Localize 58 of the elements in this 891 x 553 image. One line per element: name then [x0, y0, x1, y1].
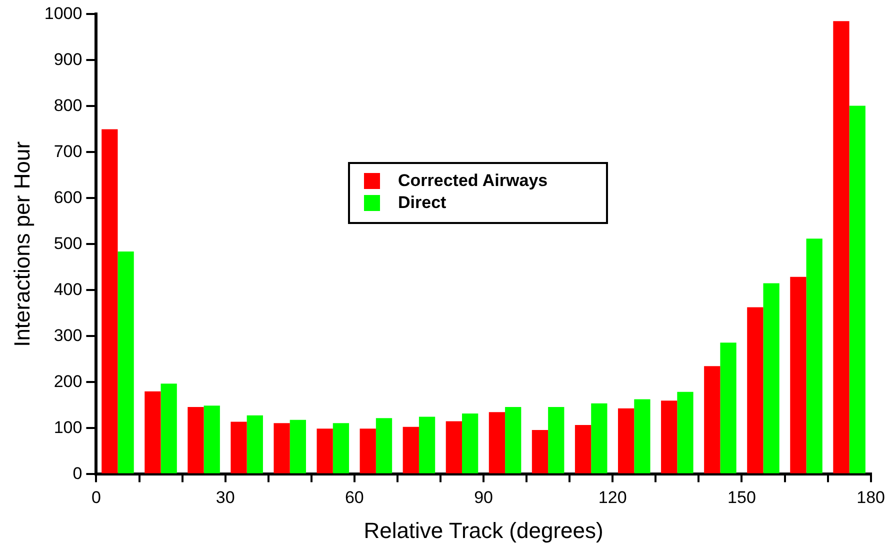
legend-label: Corrected Airways [398, 171, 548, 191]
bar [720, 342, 736, 474]
bar [747, 307, 764, 474]
bar [144, 391, 161, 474]
bar [160, 384, 177, 474]
bar [574, 424, 592, 474]
bar [402, 426, 419, 474]
bar [849, 106, 866, 474]
bar [462, 413, 478, 474]
x-tick-label: 60 [344, 488, 364, 508]
bar [677, 392, 694, 474]
bar [188, 407, 204, 474]
legend-label: Direct [398, 193, 446, 213]
y-tick-label: 100 [54, 418, 82, 437]
bar [230, 422, 247, 474]
bar [204, 406, 220, 474]
y-tick-label: 1000 [44, 4, 82, 23]
bar [704, 366, 720, 474]
x-tick-label: 0 [91, 488, 101, 508]
x-axis-title: Relative Track (degrees) [364, 518, 604, 543]
bar [833, 21, 850, 474]
bar [618, 408, 634, 474]
bar [790, 276, 806, 474]
bar [376, 418, 392, 474]
bar [591, 403, 608, 474]
y-tick-label: 700 [54, 142, 82, 161]
bar [661, 400, 678, 474]
bar [316, 428, 333, 474]
bar [246, 415, 263, 474]
y-axis-title: Interactions per Hour [9, 141, 34, 347]
x-tick-label: 30 [216, 488, 235, 508]
bar [290, 420, 306, 474]
bar [505, 407, 522, 474]
bar [360, 428, 376, 474]
bar [446, 421, 462, 474]
bar [118, 252, 134, 474]
bar [418, 416, 436, 474]
bar [806, 238, 822, 474]
bar [332, 423, 350, 474]
y-tick-label: 200 [54, 372, 82, 391]
y-tick-label: 600 [54, 188, 82, 207]
x-tick-label: 150 [728, 488, 756, 508]
y-tick-label: 500 [54, 234, 82, 253]
x-tick-label: 120 [598, 488, 627, 508]
x-tick-label: 180 [856, 488, 886, 508]
bar [634, 399, 650, 474]
bar [102, 129, 118, 474]
y-tick-label: 300 [54, 326, 82, 345]
bar [532, 430, 548, 474]
y-tick-label: 0 [72, 464, 82, 483]
bar [548, 407, 564, 474]
x-tick-label: 90 [474, 488, 493, 508]
y-tick-label: 800 [54, 96, 82, 115]
bar [274, 423, 290, 474]
bar [488, 412, 506, 474]
y-tick-label: 900 [54, 50, 82, 69]
bar [763, 283, 780, 474]
y-tick-label: 400 [54, 280, 82, 299]
